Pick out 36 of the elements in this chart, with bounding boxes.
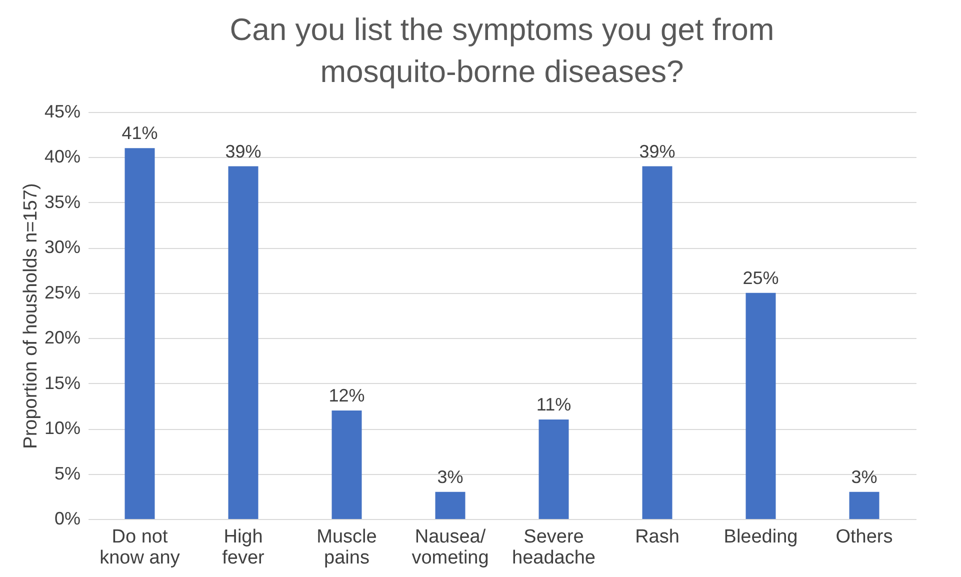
x-tick-label: Nausea/ vometing — [412, 526, 489, 568]
bar — [642, 166, 672, 519]
bar — [124, 148, 155, 519]
y-tick-label: 0% — [54, 508, 80, 528]
y-tick-label: 45% — [44, 102, 80, 122]
y-tick-label: 30% — [44, 237, 80, 258]
bar — [746, 292, 776, 519]
data-label: 3% — [851, 466, 878, 487]
data-label: 3% — [437, 466, 464, 487]
chart-title: Can you list the symptoms you get from mosquito-borne diseases? — [230, 12, 774, 89]
x-tick-label: Muscle pains — [316, 526, 377, 568]
bar — [538, 420, 569, 519]
y-tick-label: 25% — [44, 282, 80, 302]
y-tick-label: 40% — [44, 146, 80, 167]
x-tick-label: Do not know any — [100, 526, 180, 568]
data-label: 12% — [328, 385, 365, 406]
data-label: 25% — [742, 268, 779, 288]
bar — [332, 410, 362, 519]
data-label: 39% — [225, 141, 262, 162]
bar — [228, 166, 258, 519]
y-tick-label: 15% — [44, 372, 80, 393]
y-tick-label: 10% — [44, 418, 80, 438]
x-tick-label: Rash — [635, 526, 680, 548]
data-label: 11% — [536, 394, 572, 415]
data-label: 41% — [122, 123, 158, 144]
y-axis-title: Proportion of housholds n=157) — [20, 183, 42, 449]
x-tick-label: Severe headache — [512, 526, 596, 568]
data-label: 39% — [639, 141, 676, 162]
y-tick-label: 35% — [44, 192, 80, 212]
y-tick-label: 20% — [44, 328, 80, 348]
y-tick-label: 5% — [54, 463, 80, 484]
x-tick-label: Bleeding — [724, 526, 798, 548]
bar — [435, 492, 466, 519]
x-tick-label: Others — [836, 526, 893, 548]
x-tick-label: High fever — [222, 526, 266, 568]
bar — [849, 492, 880, 519]
